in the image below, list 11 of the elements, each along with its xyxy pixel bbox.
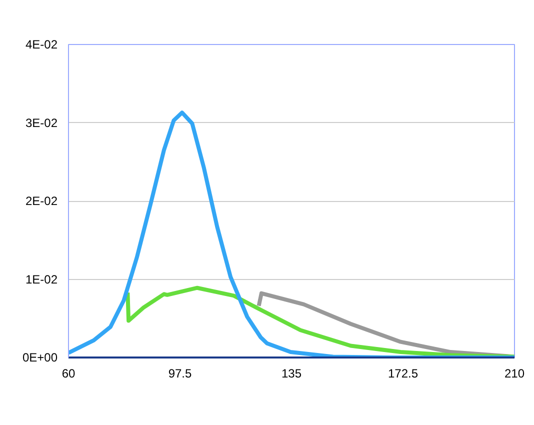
y-tick-label: 1E-02 xyxy=(25,272,58,286)
y-tick-label: 0E+00 xyxy=(22,350,58,364)
x-tick-label: 210 xyxy=(504,366,525,380)
y-tick-label: 4E-02 xyxy=(25,38,58,52)
x-tick-label: 135 xyxy=(281,366,302,380)
x-tick-label: 60 xyxy=(62,366,76,380)
y-tick-label: 3E-02 xyxy=(25,116,58,130)
line-series xyxy=(68,110,514,358)
x-tick-label: 97.5 xyxy=(168,366,192,380)
y-tick-label: 2E-02 xyxy=(25,194,58,208)
x-tick-label: 172.5 xyxy=(388,366,418,380)
